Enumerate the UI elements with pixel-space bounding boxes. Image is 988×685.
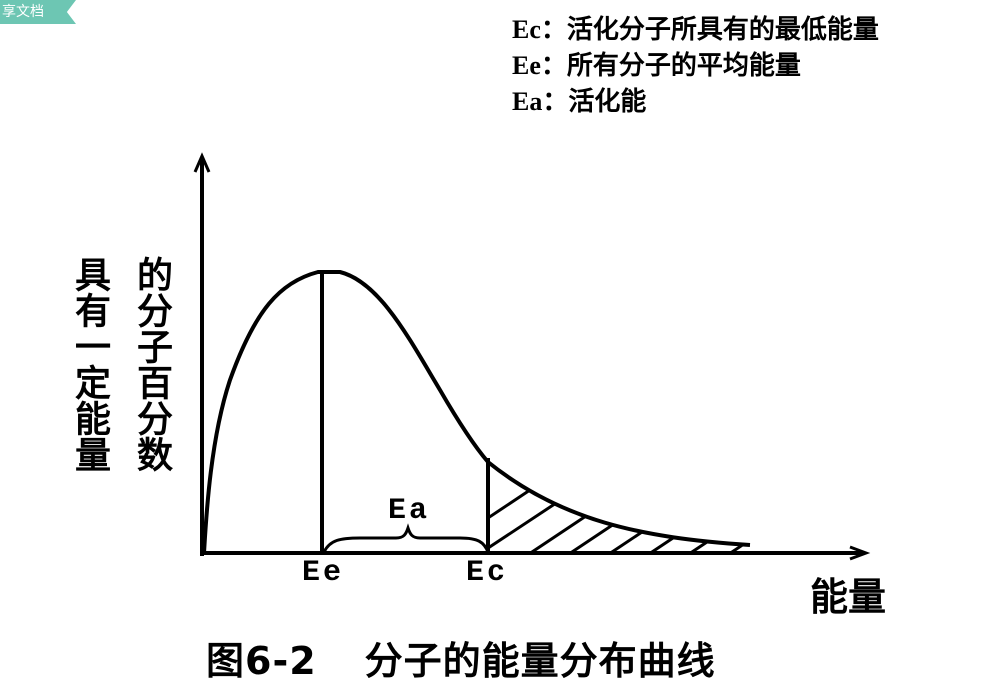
distribution-curve xyxy=(202,270,751,554)
figure-number: 图6-2 xyxy=(206,639,317,683)
legend: Ec：活化分子所具有的最低能量 Ee：所有分子的平均能量 Ea：活化能 xyxy=(512,12,879,120)
figure-caption: 图6-2 分子的能量分布曲线 xyxy=(206,630,716,685)
source-badge: 享文档 xyxy=(0,0,76,24)
legend-text: 活化能 xyxy=(568,87,647,117)
legend-item-ea: Ea：活化能 xyxy=(512,84,879,120)
legend-key: Ec： xyxy=(512,15,567,44)
ea-brace xyxy=(322,523,490,553)
legend-item-ee: Ee：所有分子的平均能量 xyxy=(512,48,879,84)
legend-key: Ee： xyxy=(512,51,567,80)
ee-label: Ee xyxy=(302,556,345,590)
y-axis-label-col1: 具有一定能量 xyxy=(69,256,110,472)
legend-key: Ea： xyxy=(512,87,569,116)
legend-text: 所有分子的平均能量 xyxy=(566,51,801,81)
ec-label: Ec xyxy=(466,556,509,590)
legend-text: 活化分子所具有的最低能量 xyxy=(566,15,879,45)
x-axis-label: 能量 xyxy=(810,575,887,619)
figure-title: 分子的能量分布曲线 xyxy=(364,639,716,683)
x-axis-arrow xyxy=(849,545,871,561)
y-axis-label-col2: 的分子百分数 xyxy=(131,256,172,472)
y-axis-arrow xyxy=(193,152,211,173)
ea-label: Ea xyxy=(388,494,431,528)
legend-item-ec: Ec：活化分子所具有的最低能量 xyxy=(512,12,879,48)
